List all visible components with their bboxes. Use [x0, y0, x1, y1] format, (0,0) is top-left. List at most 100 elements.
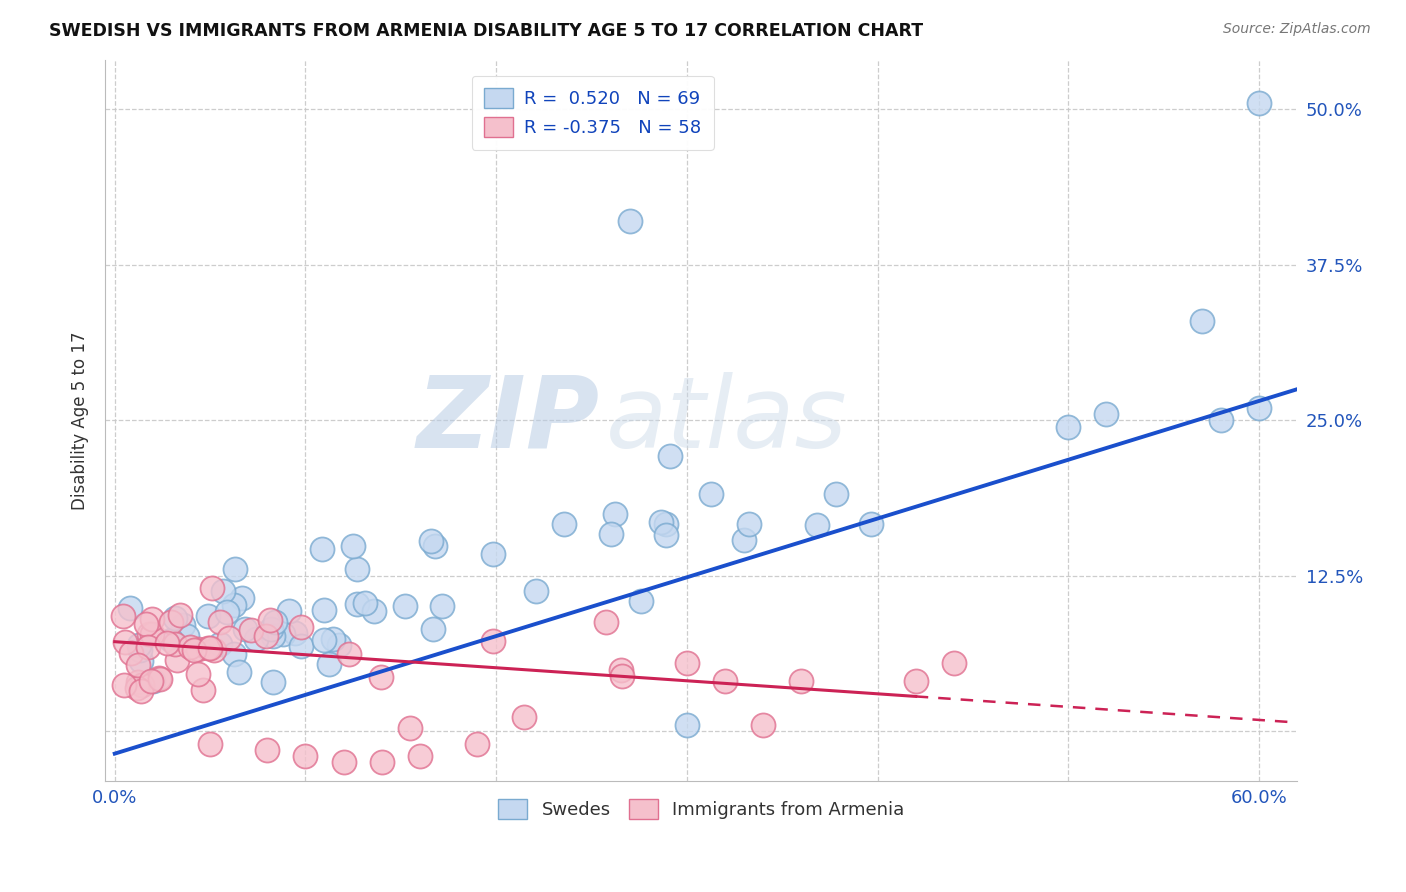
Text: Source: ZipAtlas.com: Source: ZipAtlas.com — [1223, 22, 1371, 37]
Point — [1057, 419, 1080, 434]
Point — [370, 670, 392, 684]
Point — [127, 658, 149, 673]
Point — [610, 669, 633, 683]
Point — [114, 635, 136, 649]
Point — [363, 604, 385, 618]
Point — [142, 674, 165, 689]
Point — [409, 749, 432, 764]
Point — [183, 642, 205, 657]
Point — [600, 527, 623, 541]
Point — [262, 629, 284, 643]
Point — [942, 656, 965, 670]
Point — [209, 637, 232, 651]
Point — [737, 516, 759, 531]
Point — [198, 737, 221, 751]
Point — [127, 674, 149, 689]
Point — [120, 646, 142, 660]
Point — [481, 547, 503, 561]
Point — [318, 657, 340, 671]
Point — [733, 533, 755, 548]
Point — [163, 611, 186, 625]
Point — [163, 637, 186, 651]
Point — [342, 539, 364, 553]
Point — [904, 674, 927, 689]
Point — [422, 622, 444, 636]
Point — [218, 631, 240, 645]
Point — [228, 665, 250, 680]
Point — [129, 683, 152, 698]
Point — [139, 673, 162, 688]
Point — [676, 656, 699, 670]
Point — [1247, 96, 1270, 111]
Point — [172, 617, 194, 632]
Point — [1209, 413, 1232, 427]
Point — [714, 674, 737, 689]
Point — [169, 608, 191, 623]
Point — [191, 683, 214, 698]
Point — [284, 625, 307, 640]
Y-axis label: Disability Age 5 to 17: Disability Age 5 to 17 — [72, 331, 89, 509]
Point — [233, 623, 256, 637]
Point — [655, 528, 678, 542]
Point — [676, 718, 699, 732]
Point — [111, 609, 134, 624]
Point — [328, 638, 350, 652]
Point — [149, 672, 172, 686]
Point — [256, 743, 278, 757]
Point — [346, 562, 368, 576]
Point — [197, 641, 219, 656]
Point — [650, 515, 672, 529]
Point — [198, 640, 221, 655]
Point — [202, 643, 225, 657]
Point — [231, 591, 253, 606]
Point — [482, 633, 505, 648]
Point — [1247, 401, 1270, 415]
Point — [148, 671, 170, 685]
Point — [156, 635, 179, 649]
Point — [806, 518, 828, 533]
Point — [141, 626, 163, 640]
Point — [553, 516, 575, 531]
Point — [128, 638, 150, 652]
Point — [245, 632, 267, 647]
Point — [1191, 314, 1213, 328]
Point — [131, 678, 153, 692]
Point — [138, 626, 160, 640]
Point — [260, 623, 283, 637]
Point — [187, 666, 209, 681]
Point — [129, 654, 152, 668]
Point — [215, 605, 238, 619]
Point — [212, 584, 235, 599]
Point — [312, 633, 335, 648]
Point — [187, 641, 209, 656]
Text: SWEDISH VS IMMIGRANTS FROM ARMENIA DISABILITY AGE 5 TO 17 CORRELATION CHART: SWEDISH VS IMMIGRANTS FROM ARMENIA DISAB… — [49, 22, 924, 40]
Point — [394, 599, 416, 613]
Point — [259, 613, 281, 627]
Point — [1095, 407, 1118, 421]
Point — [209, 615, 232, 629]
Point — [332, 756, 354, 770]
Point — [160, 633, 183, 648]
Point — [524, 583, 547, 598]
Point — [595, 615, 617, 630]
Point — [254, 630, 277, 644]
Point — [699, 487, 721, 501]
Point — [179, 640, 201, 655]
Point — [240, 624, 263, 638]
Point — [290, 620, 312, 634]
Point — [609, 663, 631, 677]
Point — [125, 681, 148, 695]
Point — [419, 533, 441, 548]
Point — [322, 632, 344, 646]
Point — [859, 516, 882, 531]
Point — [176, 629, 198, 643]
Point — [654, 517, 676, 532]
Point — [346, 597, 368, 611]
Point — [135, 617, 157, 632]
Point — [398, 721, 420, 735]
Text: ZIP: ZIP — [416, 372, 600, 469]
Point — [619, 214, 641, 228]
Point — [790, 674, 813, 689]
Point — [197, 609, 219, 624]
Point — [513, 710, 536, 724]
